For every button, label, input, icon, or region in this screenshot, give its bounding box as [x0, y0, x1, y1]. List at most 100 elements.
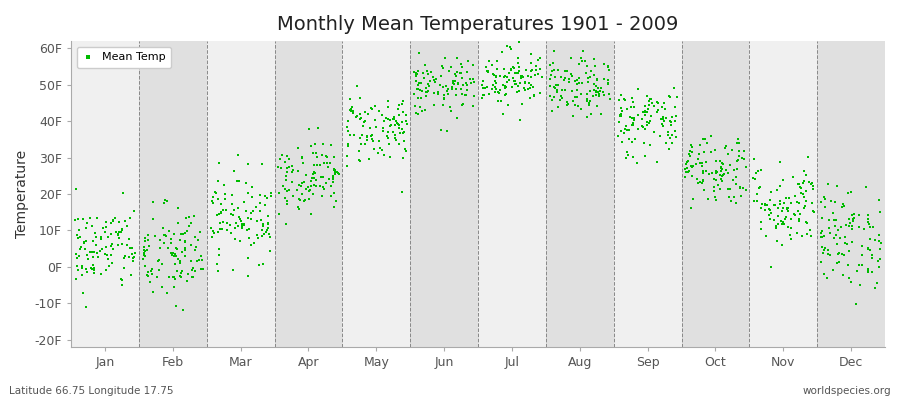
- Mean Temp: [184, 220, 198, 226]
- Mean Temp: [543, 93, 557, 99]
- Mean Temp: [328, 204, 342, 210]
- Mean Temp: [164, 235, 178, 242]
- Mean Temp: [122, 236, 136, 242]
- Mean Temp: [352, 148, 366, 154]
- Mean Temp: [529, 67, 544, 73]
- Mean Temp: [304, 178, 319, 185]
- Mean Temp: [849, 301, 863, 307]
- Mean Temp: [775, 218, 789, 225]
- Mean Temp: [770, 238, 784, 244]
- Mean Temp: [796, 194, 811, 200]
- Mean Temp: [788, 193, 802, 199]
- Mean Temp: [282, 186, 296, 193]
- Bar: [546, 41, 614, 347]
- Mean Temp: [863, 224, 878, 230]
- Mean Temp: [280, 164, 294, 171]
- Mean Temp: [684, 204, 698, 211]
- Mean Temp: [779, 205, 794, 212]
- Mean Temp: [173, 237, 187, 243]
- Mean Temp: [488, 78, 502, 84]
- Mean Temp: [625, 139, 639, 146]
- Mean Temp: [320, 154, 334, 160]
- Mean Temp: [143, 278, 157, 285]
- Mean Temp: [448, 86, 463, 92]
- Mean Temp: [360, 133, 374, 139]
- Mean Temp: [828, 199, 842, 205]
- Mean Temp: [70, 255, 85, 261]
- Mean Temp: [830, 183, 844, 189]
- Mean Temp: [478, 85, 492, 92]
- Mean Temp: [778, 194, 793, 201]
- Mean Temp: [774, 218, 788, 224]
- Mean Temp: [631, 85, 645, 92]
- Mean Temp: [680, 157, 695, 164]
- Mean Temp: [775, 242, 789, 248]
- Mean Temp: [562, 76, 576, 82]
- Mean Temp: [396, 109, 410, 116]
- Mean Temp: [114, 226, 129, 233]
- Mean Temp: [543, 62, 557, 68]
- Mean Temp: [477, 92, 491, 98]
- Mean Temp: [843, 188, 858, 195]
- Mean Temp: [306, 190, 320, 197]
- Mean Temp: [381, 116, 395, 122]
- Mean Temp: [142, 242, 157, 249]
- Mean Temp: [296, 198, 310, 205]
- Mean Temp: [656, 123, 670, 129]
- Mean Temp: [736, 156, 751, 162]
- Mean Temp: [368, 123, 382, 130]
- Mean Temp: [816, 232, 831, 239]
- Mean Temp: [86, 262, 101, 268]
- Mean Temp: [804, 233, 818, 239]
- Bar: [750, 41, 817, 347]
- Mean Temp: [353, 116, 367, 122]
- Mean Temp: [138, 238, 152, 244]
- Mean Temp: [654, 116, 669, 122]
- Mean Temp: [117, 255, 131, 261]
- Mean Temp: [638, 153, 652, 160]
- Mean Temp: [832, 250, 846, 256]
- Mean Temp: [261, 219, 275, 226]
- Mean Temp: [319, 179, 333, 186]
- Mean Temp: [550, 88, 564, 95]
- Mean Temp: [140, 237, 155, 243]
- Mean Temp: [206, 230, 220, 236]
- Mean Temp: [730, 166, 744, 172]
- Mean Temp: [309, 150, 323, 156]
- Mean Temp: [601, 77, 616, 83]
- Mean Temp: [777, 220, 791, 227]
- Mean Temp: [841, 190, 855, 197]
- Mean Temp: [838, 240, 852, 246]
- Mean Temp: [420, 88, 435, 95]
- Mean Temp: [628, 136, 643, 142]
- Mean Temp: [166, 274, 181, 280]
- Mean Temp: [441, 86, 455, 93]
- Mean Temp: [524, 74, 538, 80]
- Mean Temp: [872, 238, 886, 244]
- Mean Temp: [436, 65, 450, 72]
- Mean Temp: [794, 190, 808, 196]
- Mean Temp: [521, 73, 535, 80]
- Mean Temp: [290, 187, 304, 193]
- Mean Temp: [546, 94, 561, 100]
- Mean Temp: [356, 132, 370, 138]
- Mean Temp: [104, 260, 119, 266]
- Mean Temp: [179, 228, 194, 234]
- Mean Temp: [487, 72, 501, 78]
- Mean Temp: [245, 194, 259, 200]
- Mean Temp: [463, 76, 477, 82]
- Mean Temp: [167, 276, 182, 282]
- Mean Temp: [292, 196, 306, 202]
- Mean Temp: [796, 179, 811, 186]
- Mean Temp: [387, 122, 401, 128]
- Mean Temp: [367, 117, 382, 123]
- Mean Temp: [451, 80, 465, 86]
- Mean Temp: [498, 92, 512, 98]
- Mean Temp: [803, 227, 817, 234]
- Mean Temp: [280, 188, 294, 195]
- Mean Temp: [860, 219, 875, 226]
- Mean Temp: [237, 198, 251, 205]
- Mean Temp: [235, 223, 249, 229]
- Mean Temp: [713, 158, 727, 164]
- Mean Temp: [825, 266, 840, 273]
